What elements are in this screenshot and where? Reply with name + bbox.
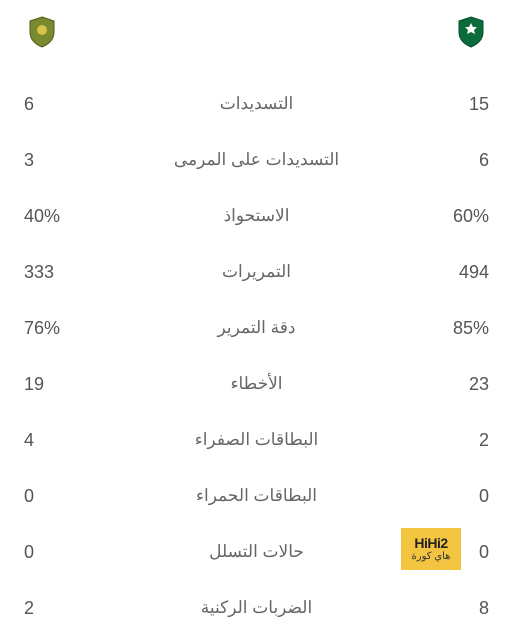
stat-label: الاستحواذ bbox=[224, 206, 290, 226]
away-value: 3 bbox=[24, 150, 162, 171]
home-value: 0 bbox=[329, 486, 489, 507]
home-value: 8 bbox=[324, 598, 489, 619]
home-team-badge bbox=[457, 16, 485, 48]
home-value: 23 bbox=[295, 374, 489, 395]
home-value: 85% bbox=[307, 318, 489, 339]
stat-label: التسديدات على المرمى bbox=[174, 150, 339, 170]
away-team-badge bbox=[28, 16, 56, 48]
stat-label: الأخطاء bbox=[230, 374, 282, 394]
away-value: 0 bbox=[24, 542, 197, 563]
away-value: 2 bbox=[24, 598, 189, 619]
stat-label: التسديدات bbox=[220, 94, 294, 114]
stat-label: التمريرات bbox=[222, 262, 291, 282]
away-value: 4 bbox=[24, 430, 183, 451]
home-value: 494 bbox=[303, 262, 489, 283]
watermark-line1: HiHi2 bbox=[414, 535, 447, 552]
away-value: 76% bbox=[24, 318, 206, 339]
stat-row: 19 الأخطاء 23 bbox=[24, 356, 489, 412]
away-value: 0 bbox=[24, 486, 184, 507]
stat-label: الضربات الركنية bbox=[201, 598, 312, 618]
away-value: 40% bbox=[24, 206, 212, 227]
stat-label: دقة التمرير bbox=[218, 318, 296, 338]
away-value: 333 bbox=[24, 262, 210, 283]
shield-icon bbox=[28, 16, 56, 48]
home-value: 2 bbox=[330, 430, 489, 451]
watermark-line2: هاي كورة bbox=[412, 551, 451, 563]
stat-row: 3 التسديدات على المرمى 6 bbox=[24, 132, 489, 188]
stat-row: 4 البطاقات الصفراء 2 bbox=[24, 412, 489, 468]
home-value: 15 bbox=[305, 94, 489, 115]
home-value: 60% bbox=[301, 206, 489, 227]
stat-label: البطاقات الصفراء bbox=[195, 430, 319, 450]
stat-row: 76% دقة التمرير 85% bbox=[24, 300, 489, 356]
stat-row: 0 البطاقات الحمراء 0 bbox=[24, 468, 489, 524]
stat-row: 2 الضربات الركنية 8 bbox=[24, 580, 489, 636]
team-badges-row bbox=[24, 16, 489, 48]
home-value: 6 bbox=[351, 150, 489, 171]
away-value: 6 bbox=[24, 94, 208, 115]
watermark-badge: HiHi2 هاي كورة bbox=[401, 528, 461, 570]
away-value: 19 bbox=[24, 374, 218, 395]
stat-label: البطاقات الحمراء bbox=[196, 486, 317, 506]
stat-label: حالات التسلل bbox=[209, 542, 304, 562]
shield-icon bbox=[457, 16, 485, 48]
stat-row: 40% الاستحواذ 60% bbox=[24, 188, 489, 244]
stat-row: 333 التمريرات 494 bbox=[24, 244, 489, 300]
stat-row: 6 التسديدات 15 bbox=[24, 76, 489, 132]
